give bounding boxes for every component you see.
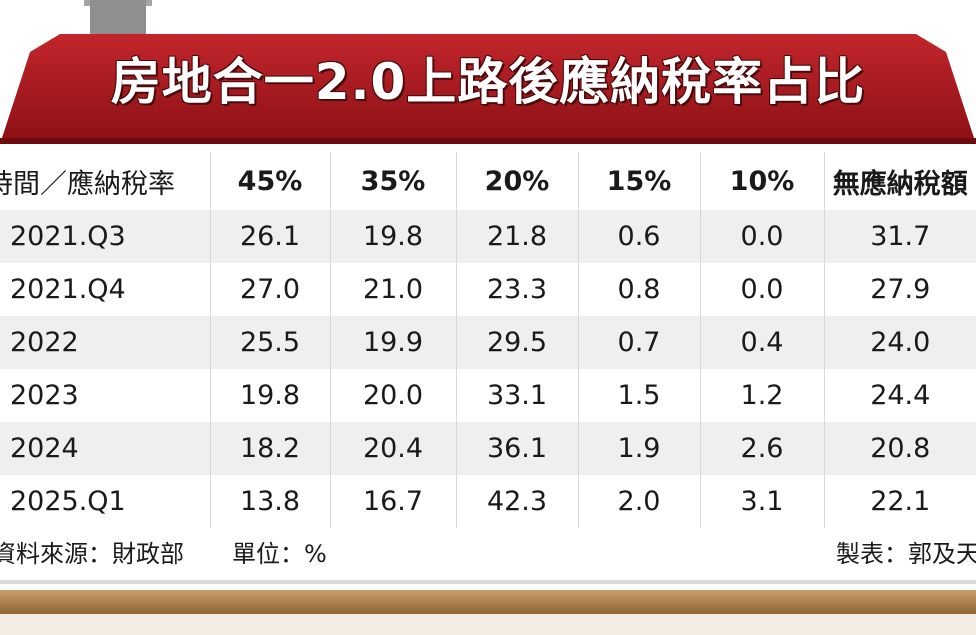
table-cell: 0.0 (699, 263, 824, 316)
source-note: 資料來源：財政部 (0, 540, 184, 568)
table-cell: 42.3 (455, 475, 578, 528)
table-cell: 23.3 (455, 263, 578, 316)
table-cell: 3.1 (699, 475, 824, 528)
table-row: 2025.Q1 13.8 16.7 42.3 2.0 3.1 22.1 (0, 475, 976, 528)
table-cell: 24.4 (823, 369, 976, 422)
table-cell: 20.8 (823, 422, 976, 475)
table-cell: 29.5 (455, 316, 578, 369)
table-cell: 20.0 (329, 369, 456, 422)
table-row: 2021.Q4 27.0 21.0 23.3 0.8 0.0 27.9 (0, 263, 976, 316)
table-cell: 2.6 (699, 422, 824, 475)
table-cell: 26.1 (209, 210, 330, 263)
table-cell: 20.4 (329, 422, 456, 475)
table-cell: 19.9 (329, 316, 456, 369)
table-cell: 2022 (0, 316, 210, 369)
table-cell: 18.2 (209, 422, 330, 475)
table-cell: 27.9 (823, 263, 976, 316)
header-cell: 時間／應納稅率 (0, 168, 175, 200)
header-cell: 15% (577, 152, 700, 210)
header-cell: 10% (699, 152, 824, 210)
table-cell: 27.0 (209, 263, 330, 316)
table-cell: 0.8 (577, 263, 700, 316)
chart-title: 房地合一2.0上路後應納稅率占比 (110, 53, 866, 111)
table-cell: 22.1 (823, 475, 976, 528)
data-table-area: 時間／應納稅率 45% 35% 20% 15% 10% 無應納稅額 2021.Q… (0, 152, 976, 580)
table-cell: 0.4 (699, 316, 824, 369)
roof-banner (0, 34, 976, 144)
table-cell: 24.0 (823, 316, 976, 369)
table-cell: 2023 (0, 369, 210, 422)
table-cell: 1.9 (577, 422, 700, 475)
table-cell: 31.7 (823, 210, 976, 263)
header-cell: 35% (329, 152, 456, 210)
table-cell: 36.1 (455, 422, 578, 475)
table-cell: 33.1 (455, 369, 578, 422)
header-cell: 45% (209, 152, 330, 210)
table-row: 2021.Q3 26.1 19.8 21.8 0.6 0.0 31.7 (0, 210, 976, 263)
maker-credit: 製表：郭及天 (836, 540, 976, 568)
table-cell: 2024 (0, 422, 210, 475)
table-cell: 21.8 (455, 210, 578, 263)
table-row: 2022 25.5 19.9 29.5 0.7 0.4 24.0 (0, 316, 976, 369)
header-cell: 20% (455, 152, 578, 210)
table-cell: 0.0 (699, 210, 824, 263)
unit-note: 單位：% (232, 540, 327, 568)
foundation-bar (0, 590, 976, 614)
table-cell: 2021.Q4 (0, 263, 210, 316)
table-row: 2024 18.2 20.4 36.1 1.9 2.6 20.8 (0, 422, 976, 475)
table-cell: 21.0 (329, 263, 456, 316)
table-cell: 2025.Q1 (0, 475, 210, 528)
table-cell: 2.0 (577, 475, 700, 528)
table-cell: 1.2 (699, 369, 824, 422)
table-cell: 0.7 (577, 316, 700, 369)
table-cell: 0.6 (577, 210, 700, 263)
table-cell: 19.8 (209, 369, 330, 422)
data-table: 時間／應納稅率 45% 35% 20% 15% 10% 無應納稅額 2021.Q… (0, 152, 976, 528)
table-cell: 1.5 (577, 369, 700, 422)
table-cell: 16.7 (329, 475, 456, 528)
header-cell: 無應納稅額 (823, 152, 976, 210)
footer: 資料來源：財政部 單位：% 製表：郭及天 (0, 532, 976, 580)
table-cell: 13.8 (209, 475, 330, 528)
table-row: 2023 19.8 20.0 33.1 1.5 1.2 24.4 (0, 369, 976, 422)
base-divider (0, 580, 976, 584)
header-row: 時間／應納稅率 45% 35% 20% 15% 10% 無應納稅額 (0, 152, 976, 210)
table-cell: 25.5 (209, 316, 330, 369)
ground-strip (0, 614, 976, 635)
table-cell: 2021.Q3 (0, 210, 210, 263)
table-cell: 19.8 (329, 210, 456, 263)
